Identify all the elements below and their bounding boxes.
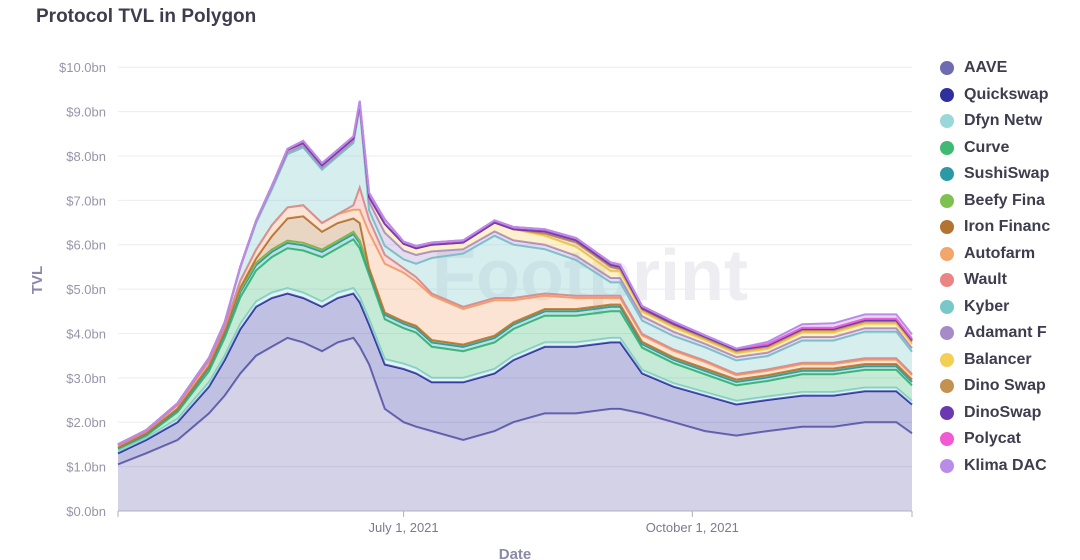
legend-item[interactable]: Polycat (940, 426, 1050, 453)
legend-swatch (940, 405, 954, 420)
legend-label: Adamant F (964, 324, 1047, 342)
legend-swatch (940, 273, 954, 288)
legend-label: Kyber (964, 297, 1010, 315)
y-tick-label: $3.0bn (66, 371, 106, 386)
legend-item[interactable]: SushiSwap (940, 161, 1050, 188)
legend-swatch (940, 299, 954, 314)
area-aave (118, 337, 912, 511)
legend-item[interactable]: Dfyn Netw (940, 108, 1050, 135)
area-kyber (118, 107, 912, 446)
legend-swatch (940, 193, 954, 208)
legend-swatch (940, 379, 954, 394)
legend-label: Iron Financ (964, 218, 1050, 236)
legend-item[interactable]: AAVE (940, 55, 1050, 82)
legend-label: Dino Swap (964, 377, 1046, 395)
legend-label: SushiSwap (964, 165, 1050, 183)
line-iron-finance (117, 215, 913, 449)
x-tick-label: July 1, 2021 (369, 520, 439, 535)
legend-label: Balancer (964, 350, 1032, 368)
y-axis-label: TVL (29, 266, 46, 294)
legend-item[interactable]: Wault (940, 267, 1050, 294)
legend-item[interactable]: Adamant F (940, 320, 1050, 347)
legend-item[interactable]: Autofarm (940, 241, 1050, 268)
y-tick-label: $1.0bn (66, 460, 106, 475)
y-tick-label: $8.0bn (66, 149, 106, 164)
legend-swatch (940, 114, 954, 129)
y-tick-label: $5.0bn (66, 282, 106, 297)
legend-swatch (940, 458, 954, 473)
line-wault (117, 184, 913, 447)
legend-item[interactable]: Balancer (940, 347, 1050, 374)
legend-swatch (940, 326, 954, 341)
legend-item[interactable]: Iron Financ (940, 214, 1050, 241)
legend-item[interactable]: DinoSwap (940, 400, 1050, 427)
legend-swatch (940, 246, 954, 261)
area-curve (118, 239, 912, 452)
legend-label: Autofarm (964, 244, 1036, 262)
legend-swatch (940, 87, 954, 102)
area-quickswap (118, 293, 912, 465)
legend-swatch (940, 61, 954, 76)
y-tick-label: $7.0bn (66, 193, 106, 208)
legend-item[interactable]: Curve (940, 135, 1050, 162)
legend-label: Curve (964, 138, 1010, 156)
area-layer (117, 100, 913, 511)
legend-label: AAVE (964, 59, 1008, 77)
y-tick-label: $9.0bn (66, 105, 106, 120)
legend-item[interactable]: Dino Swap (940, 373, 1050, 400)
y-tick-label: $2.0bn (66, 415, 106, 430)
legend-swatch (940, 167, 954, 182)
legend-swatch (940, 432, 954, 447)
x-tick-label: October 1, 2021 (646, 520, 739, 535)
y-tick-label: $0.0bn (66, 504, 106, 519)
line-curve (117, 238, 913, 450)
legend-label: Klima DAC (964, 456, 1047, 474)
legend-swatch (940, 352, 954, 367)
legend-label: Quickswap (964, 85, 1049, 103)
line-klima-dao (117, 100, 913, 446)
y-tick-label: $4.0bn (66, 326, 106, 341)
legend-label: DinoSwap (964, 403, 1042, 421)
legend-item[interactable]: Quickswap (940, 82, 1050, 109)
line-dfyn-network (117, 287, 913, 453)
legend-item[interactable]: Klima DAC (940, 453, 1050, 480)
line-sushiswap (117, 232, 913, 449)
axis-layer: $0.0bn $1.0bn $2.0bn $3.0bn $4.0bn $5.0bn $6.0… (29, 60, 913, 560)
legend-label: Polycat (964, 430, 1021, 448)
legend-item[interactable]: Kyber (940, 294, 1050, 321)
chart-title: Protocol TVL in Polygon (36, 6, 257, 27)
legend-label: Wault (964, 271, 1007, 289)
legend-label: Beefy Fina (964, 191, 1045, 209)
legend-swatch (940, 140, 954, 155)
y-tick-label: $10.0bn (59, 60, 106, 75)
legend-label: Dfyn Netw (964, 112, 1043, 130)
line-aave (117, 336, 913, 466)
line-quickswap (117, 292, 913, 455)
y-tick-label: $6.0bn (66, 238, 106, 253)
legend: AAVE Quickswap Dfyn Netw Curve SushiSwap Beef… (940, 55, 1050, 479)
x-axis-label: Date (499, 546, 532, 560)
legend-swatch (940, 220, 954, 235)
legend-item[interactable]: Beefy Fina (940, 188, 1050, 215)
